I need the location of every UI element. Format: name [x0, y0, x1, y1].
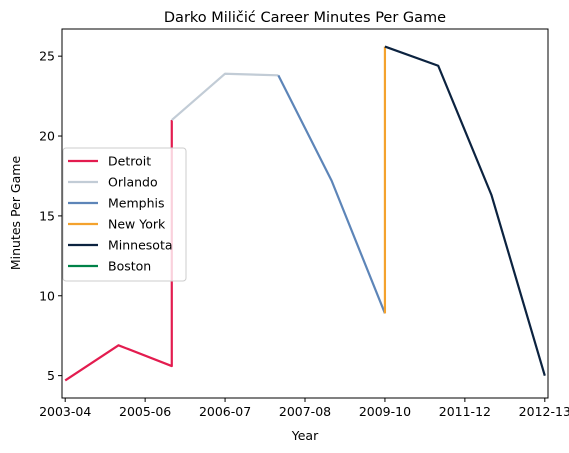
legend-label: Boston	[108, 259, 151, 274]
x-tick-label: 2003-04	[39, 404, 91, 419]
legend-label: Minnesota	[108, 238, 173, 253]
legend: Detroit Orlando Memphis New York Minnesota Bo…	[62, 147, 187, 282]
x-tick-label: 2005-06	[119, 404, 171, 419]
y-tick-label: 20	[39, 129, 55, 144]
legend-label: New York	[108, 217, 166, 232]
y-axis-label: Minutes Per Game	[8, 156, 23, 271]
chart-title: Darko Miličić Career Minutes Per Game	[164, 10, 446, 26]
y-tick-label: 25	[39, 49, 55, 64]
series-line-orlando	[171, 72, 279, 121]
plot-frame	[61, 28, 549, 399]
x-tick-label: 2009-10	[359, 404, 411, 419]
x-tick-label: 2006-07	[199, 404, 251, 419]
x-tick-label: 2007-08	[279, 404, 331, 419]
series-line-minnesota	[384, 45, 546, 376]
x-tick-label: 2011-12	[439, 404, 491, 419]
legend-label: Memphis	[108, 196, 165, 211]
series-line-memphis	[277, 74, 386, 314]
y-tick-label: 10	[39, 288, 55, 303]
legend-label: Detroit	[108, 154, 151, 169]
x-tick-label: 2012-13	[519, 404, 569, 419]
y-tick-label: 5	[47, 368, 55, 383]
ticks-layer: 2003-04 2005-06 2006-07 2007-08 2009-10 2011-…	[39, 49, 569, 419]
legend-label: Orlando	[108, 175, 158, 190]
y-tick-label: 15	[39, 208, 55, 223]
x-axis-label: Year	[291, 428, 319, 443]
